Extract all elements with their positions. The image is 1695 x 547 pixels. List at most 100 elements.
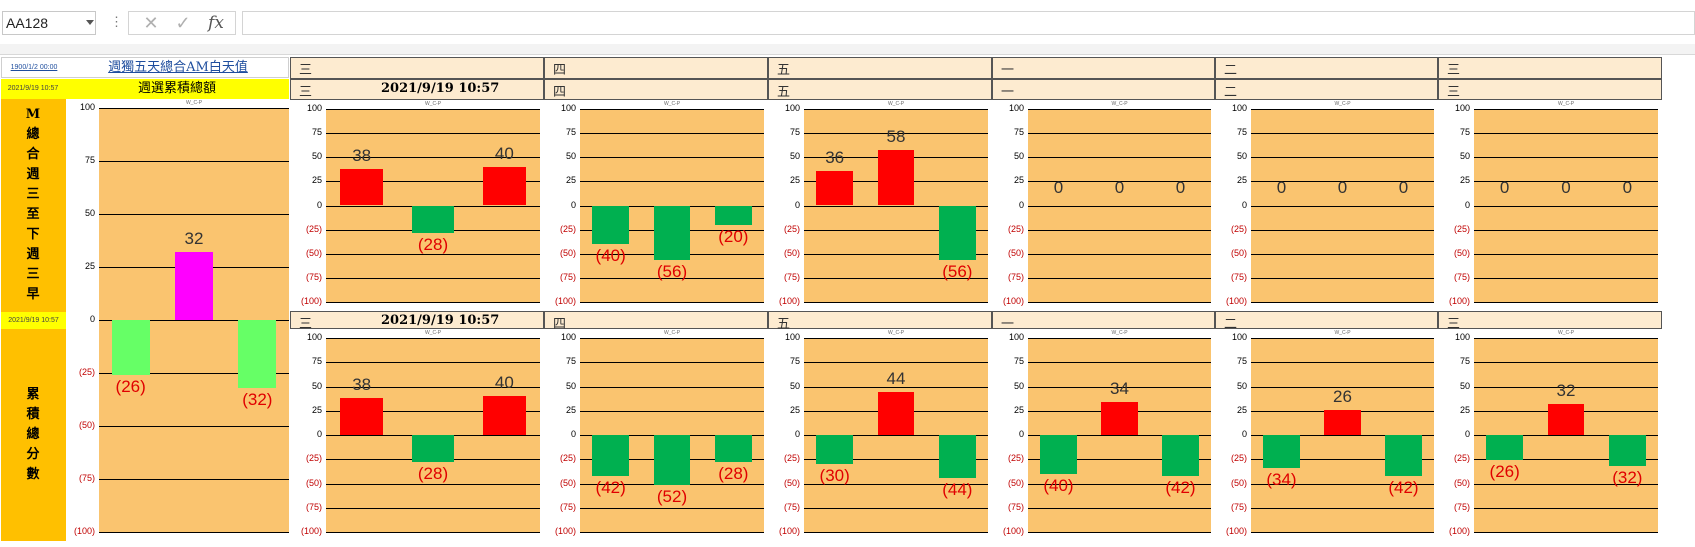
gridline (1474, 302, 1658, 303)
tick-label: 75 (1459, 127, 1470, 138)
tick-label: (100) (554, 296, 576, 306)
tick-label: (75) (783, 501, 800, 512)
plot-area: 0 0 0 (1474, 109, 1658, 303)
data-label: 38 (352, 145, 372, 165)
name-box-value: AA128 (6, 15, 49, 31)
gridline (804, 386, 988, 388)
weekday-label: 五 (777, 85, 791, 100)
section-header-row1-5: 三 (1438, 57, 1662, 79)
x-icon[interactable]: ✕ (143, 13, 159, 33)
tick-label: 100 (306, 332, 322, 342)
bar (482, 166, 526, 206)
mid-date-box: 2021/9/19 10:57 (1, 312, 66, 329)
tick-label: 75 (1013, 356, 1024, 367)
vertical-label-char: 總 (26, 427, 40, 442)
section-date: 2021/9/19 10:57 (381, 81, 500, 96)
tick-label: (25) (783, 453, 800, 464)
tick-label: 50 (1013, 151, 1024, 162)
tick-label: 75 (1236, 127, 1247, 138)
plot-area: (26) 32 (32) (1474, 338, 1658, 533)
data-label: 0 (1398, 177, 1409, 197)
bar (1324, 409, 1361, 435)
tick-label: (75) (305, 271, 322, 282)
formula-input[interactable] (242, 11, 1695, 35)
tick-label: 75 (311, 127, 322, 138)
plot-area: 0 0 0 (1028, 109, 1211, 303)
weekday-label: 一 (1001, 85, 1015, 100)
data-label: (28) (718, 464, 749, 484)
section-header-row2-4: 二 (1215, 79, 1438, 100)
tick-label: 50 (1013, 380, 1024, 391)
gridline (804, 229, 988, 231)
section-header-row2-1: 四 (544, 79, 768, 100)
tick-label: 0 (316, 199, 322, 210)
tick-label: (75) (1230, 501, 1247, 512)
tick-label: 25 (789, 404, 800, 415)
gridline (99, 320, 289, 321)
chart-title: W_C-P (887, 101, 905, 107)
chart-title: W_C-P (1557, 330, 1575, 336)
function-icon[interactable]: fx (208, 13, 224, 33)
header-date-link[interactable]: 1900/1/2 00:00 (10, 64, 58, 71)
section-header-row1-4: 二 (1215, 57, 1438, 79)
gridline (1474, 435, 1658, 436)
tick-label: (50) (1453, 247, 1470, 258)
tick-label: (50) (78, 420, 95, 430)
data-label: 38 (352, 375, 372, 395)
gridline (99, 373, 289, 374)
tick-label: (75) (305, 501, 322, 512)
chevron-down-icon[interactable] (86, 20, 94, 25)
gridline (1028, 205, 1211, 207)
data-label: (40) (595, 246, 626, 266)
check-icon[interactable]: ✓ (175, 13, 191, 33)
gridline (1251, 532, 1434, 533)
chart-title: W_C-P (185, 100, 203, 106)
tick-label: 25 (1236, 175, 1247, 186)
tick-label: 75 (789, 127, 800, 138)
weekday-label: 一 (1001, 317, 1015, 332)
tick-label: 50 (565, 380, 576, 391)
gridline (804, 532, 988, 533)
section-header-row1-0: 三 (290, 57, 544, 79)
tick-label: 50 (1236, 151, 1247, 162)
vertical-label-char: 至 (26, 207, 40, 222)
summary-link[interactable]: 週獨五天總合AM白天值 (108, 60, 248, 75)
tick-label: (25) (1230, 453, 1247, 464)
gridline (1474, 157, 1658, 159)
section-date: 2021/9/19 10:57 (381, 313, 500, 328)
tick-label: 50 (1236, 380, 1247, 391)
plot-area: 0 0 0 (1251, 109, 1434, 303)
data-label: 0 (1114, 177, 1125, 197)
data-label: 32 (184, 229, 204, 249)
bar (592, 205, 630, 245)
chart-title: W_C-P (424, 330, 442, 336)
tick-label: (100) (1448, 526, 1470, 536)
tick-label: 25 (565, 404, 576, 415)
vertical-dots-icon[interactable]: ⋮ (110, 14, 123, 29)
bar (653, 435, 691, 486)
section-header-row3-5: 三 (1438, 311, 1662, 332)
name-box[interactable]: AA128 (2, 11, 96, 35)
bar (340, 398, 384, 435)
tick-label: 0 (1241, 199, 1247, 210)
weekday-label: 二 (1224, 85, 1238, 100)
weekday-label: 三 (299, 63, 313, 78)
tick-label: (50) (1230, 477, 1247, 488)
plot-area: 36 58 (56) (804, 109, 988, 303)
chart-title: W_C-P (1111, 101, 1128, 107)
tick-label: (100) (73, 526, 95, 536)
gridline (1028, 229, 1211, 231)
gridline (326, 133, 540, 135)
bar (714, 205, 752, 225)
tick-label: 25 (311, 175, 322, 186)
tick-label: 25 (1013, 175, 1024, 186)
data-label: (42) (1388, 477, 1419, 497)
tick-label: (75) (1453, 271, 1470, 282)
tick-label: (100) (300, 296, 322, 306)
section-header-row2-0: 三 2021/9/19 10:57 (290, 79, 544, 100)
gridline (1028, 483, 1211, 485)
column-headers[interactable] (0, 44, 1695, 55)
data-label: (52) (656, 487, 688, 507)
bar (411, 435, 455, 463)
tick-label: 75 (565, 127, 576, 138)
